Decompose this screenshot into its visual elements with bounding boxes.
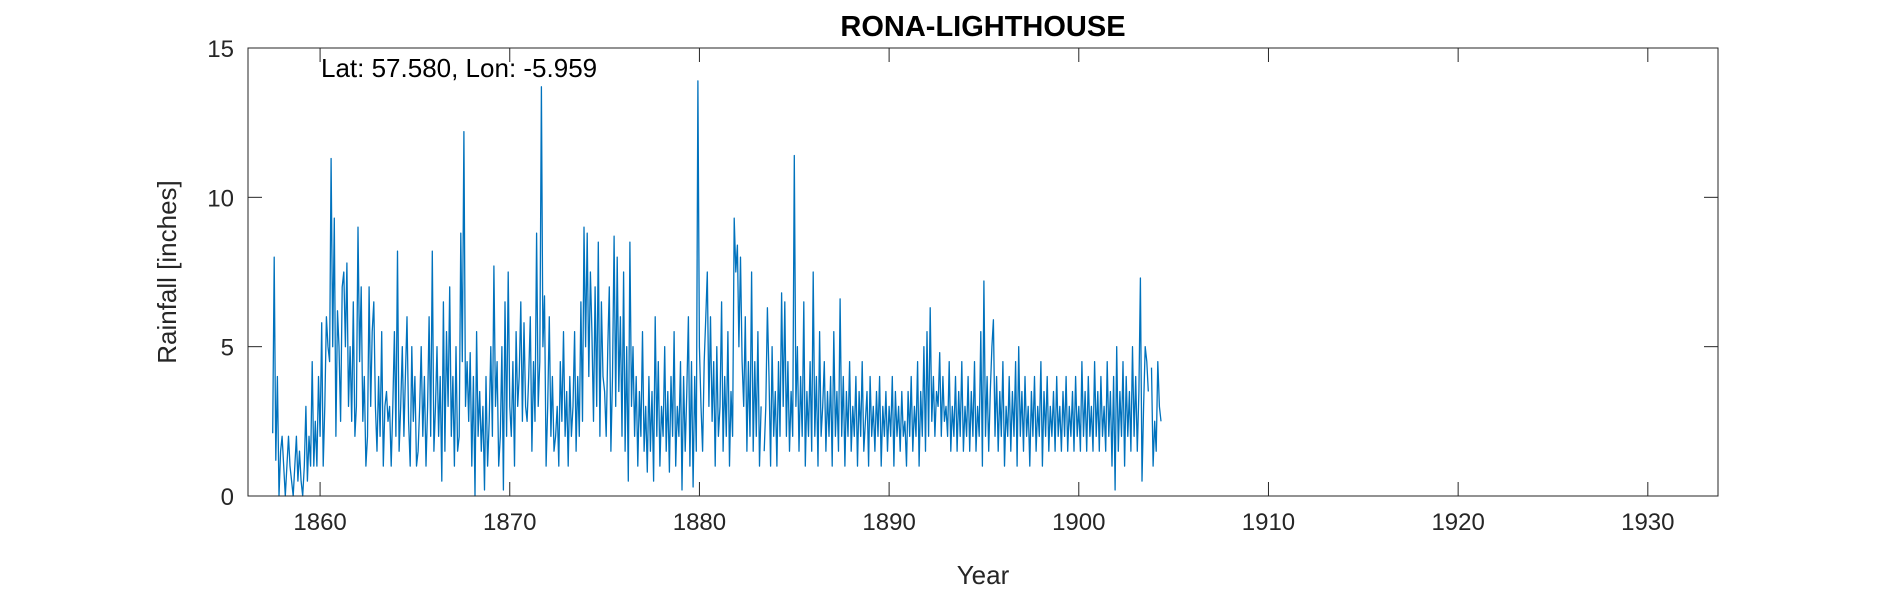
y-tick-label: 10 bbox=[207, 185, 234, 212]
x-tick-label: 1900 bbox=[1052, 509, 1105, 536]
y-axis-label: Rainfall [inches] bbox=[152, 180, 182, 364]
x-tick-label: 1910 bbox=[1242, 509, 1295, 536]
station-annotation: Lat: 57.580, Lon: -5.959 bbox=[321, 53, 597, 83]
x-axis-label: Year bbox=[957, 560, 1010, 590]
y-tick-label: 15 bbox=[207, 36, 234, 63]
chart-title: RONA-LIGHTHOUSE bbox=[840, 11, 1125, 43]
series-line bbox=[272, 80, 1162, 497]
x-tick-label: 1890 bbox=[862, 509, 915, 536]
x-tick-label: 1920 bbox=[1431, 509, 1484, 536]
ticks bbox=[248, 47, 1718, 497]
x-tick-label: 1880 bbox=[673, 509, 726, 536]
y-tick-label: 0 bbox=[221, 484, 234, 511]
x-tick-label: 1930 bbox=[1621, 509, 1674, 536]
x-tick-label: 1860 bbox=[293, 509, 346, 536]
plot-box bbox=[247, 47, 1719, 497]
y-tick-label: 5 bbox=[221, 335, 234, 362]
tick-labels: 1860 1870 1880 1890 1900 1910 1920 1930 0 5 10 15 bbox=[207, 36, 1674, 536]
x-tick-label: 1870 bbox=[483, 509, 536, 536]
